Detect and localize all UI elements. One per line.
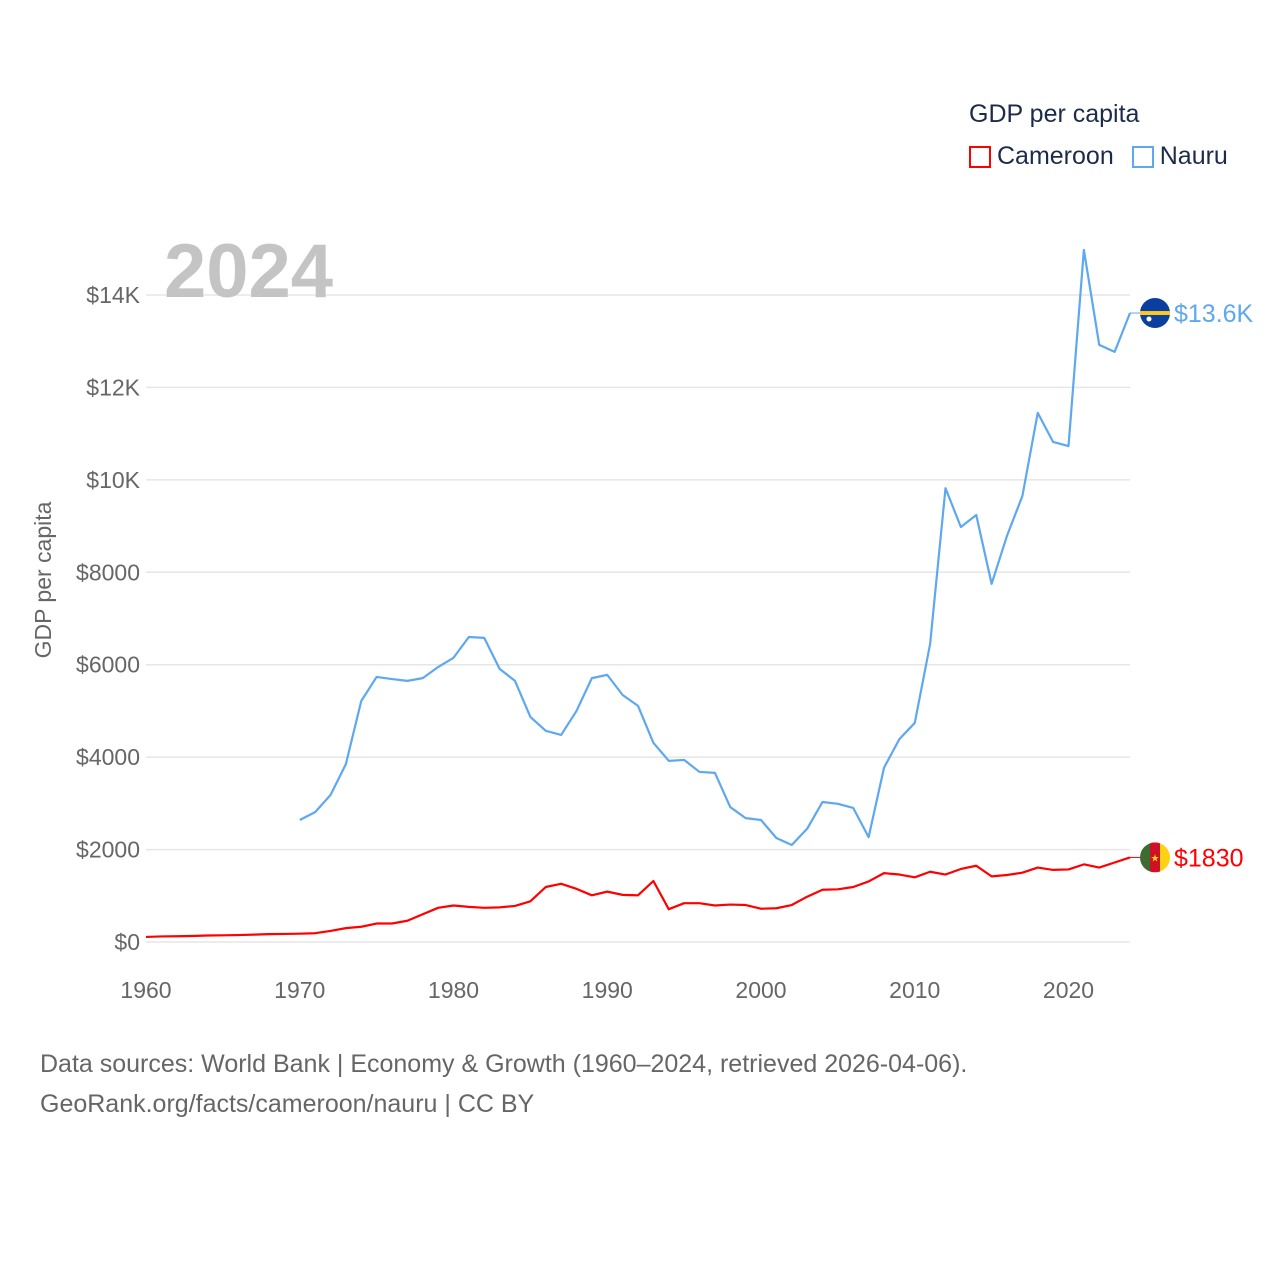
legend-item-cameroon[interactable]: Cameroon xyxy=(969,142,1114,171)
y-tick-label: $6000 xyxy=(76,652,140,678)
y-tick-label: $14K xyxy=(86,282,140,308)
end-value-label: $1830 xyxy=(1174,844,1244,872)
year-label: 2024 xyxy=(164,229,334,314)
x-tick-label: 1970 xyxy=(274,977,325,1003)
x-tick-label: 2020 xyxy=(1043,977,1094,1003)
series-line-cameroon xyxy=(145,856,1131,939)
legend-label: Cameroon xyxy=(997,142,1114,170)
flag-nauru-icon xyxy=(1140,298,1170,329)
x-tick-label: 1990 xyxy=(582,977,633,1003)
y-tick-label: $12K xyxy=(86,374,140,400)
x-tick-label: 2010 xyxy=(889,977,940,1003)
flag-cameroon-icon: ★ xyxy=(1140,842,1170,873)
legend-swatch-cameroon xyxy=(969,145,991,168)
legend-swatch-nauru xyxy=(1131,145,1154,168)
x-tick-label: 1960 xyxy=(120,977,171,1003)
y-tick-label: $4000 xyxy=(76,744,140,770)
attribution-link[interactable]: GeoRank.org/facts/cameroon/nauru | CC BY xyxy=(40,1090,535,1118)
legend-item-nauru[interactable]: Nauru xyxy=(1131,142,1228,171)
y-tick-label: $0 xyxy=(114,929,140,955)
svg-text:★: ★ xyxy=(1151,853,1160,864)
y-tick-label: $10K xyxy=(86,467,140,493)
data-source: Data sources: World Bank | Economy & Gro… xyxy=(40,1050,968,1078)
footer: Data sources: World Bank | Economy & Gro… xyxy=(40,1044,967,1124)
y-tick-label: $8000 xyxy=(76,559,140,585)
series-line-nauru xyxy=(299,248,1132,847)
legend-title: GDP per capita xyxy=(969,100,1140,128)
legend-label: Nauru xyxy=(1159,142,1228,170)
y-tick-label: $2000 xyxy=(76,837,140,863)
y-axis-label: GDP per capita xyxy=(30,501,56,658)
legend: Cameroon Nauru xyxy=(969,142,1228,171)
x-tick-label: 2000 xyxy=(735,977,786,1003)
x-tick-label: 1980 xyxy=(428,977,479,1003)
end-value-label: $13.6K xyxy=(1174,300,1254,328)
